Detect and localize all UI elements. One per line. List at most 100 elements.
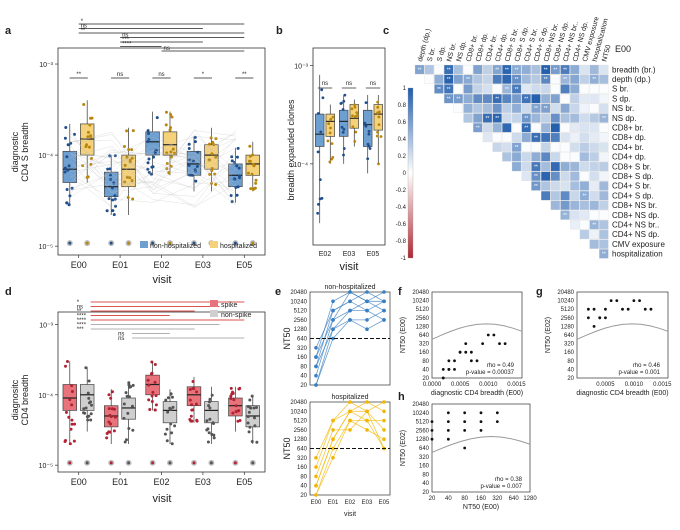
heatmap-cell [570, 84, 580, 94]
y-tick-label: 20 [300, 383, 307, 389]
data-point [254, 181, 258, 185]
heatmap-cell [579, 200, 590, 211]
heatmap-cell [570, 103, 580, 114]
data-point [105, 209, 109, 213]
colorbar-tick-label: 0.6 [398, 120, 407, 126]
scatter-point [638, 299, 641, 302]
heatmap-row-label: CD8+ S br. [612, 162, 651, 171]
data-point [165, 151, 169, 155]
y-tick-label: 20480 [412, 290, 429, 296]
heatmap-cell [511, 64, 522, 75]
box-non-spike-E00 [80, 384, 95, 411]
x-tick-label: 320 [492, 496, 503, 502]
zero-point [84, 240, 91, 247]
heatmap-cell [521, 132, 531, 143]
nt50-point [348, 299, 352, 304]
heatmap-row-label: hospitalization [612, 250, 663, 259]
heatmap-row-label: CD4+ dp. [612, 153, 646, 162]
heatmap-sig: ** [515, 87, 519, 93]
data-point [108, 413, 112, 417]
subplot-title: non-hospitalized [325, 284, 376, 291]
data-point [234, 404, 238, 408]
scatter-point [469, 350, 473, 354]
nt50-point [348, 400, 352, 404]
scatter-point [447, 359, 451, 363]
zero-point [108, 459, 115, 466]
nt50-point [365, 428, 369, 432]
y-tick-label: 10240 [412, 299, 429, 305]
y-tick-label: 5120 [416, 307, 430, 313]
heatmap-sig: ** [495, 67, 499, 73]
heatmap-cell [599, 84, 609, 94]
stat-rho: rho = 0.46 [633, 363, 661, 369]
data-point [90, 403, 94, 407]
scatter-point [643, 307, 647, 311]
pair-label: ns [158, 72, 164, 78]
heatmap-cell [560, 210, 570, 220]
zero-point [149, 240, 156, 247]
data-point [84, 406, 88, 410]
zero-point [66, 240, 73, 247]
significance-label: **** [77, 323, 87, 329]
data-point [367, 132, 371, 136]
x-tick-label: E03 [195, 477, 211, 487]
heatmap-cell [579, 84, 590, 94]
colorbar-tick-label: 0 [403, 171, 407, 177]
data-point [236, 146, 240, 150]
data-point [210, 393, 214, 397]
data-point [211, 421, 215, 425]
data-point [194, 402, 198, 406]
heatmap-sig: ** [447, 96, 451, 102]
scatter-point [453, 368, 456, 371]
data-point [208, 142, 212, 146]
data-point [109, 422, 113, 426]
data-point [111, 198, 115, 202]
y-tick-label: 2560 [294, 318, 308, 324]
heatmap-cell [589, 84, 599, 94]
heatmap-cell [521, 103, 531, 114]
y-tick-label: 10240 [412, 411, 429, 417]
heatmap-cell [570, 132, 580, 143]
heatmap-sig: ** [534, 135, 538, 141]
data-point [109, 396, 113, 400]
paired-line [70, 133, 237, 206]
data-point [329, 117, 333, 121]
heatmap-sig: ** [582, 193, 586, 199]
heatmap-cell [599, 103, 609, 114]
data-point [250, 440, 254, 444]
y-tick-label: 320 [564, 342, 575, 348]
y-tick-label: 640 [297, 337, 308, 343]
data-point [356, 114, 359, 117]
data-point [254, 178, 258, 182]
data-point [247, 430, 251, 434]
data-point [131, 383, 135, 387]
data-point [230, 155, 234, 159]
y-axis-label: NT50 (E02) [400, 430, 407, 466]
data-point [364, 101, 368, 105]
x-tick-label: 0.0005 [596, 382, 615, 388]
heatmap-cell [453, 74, 464, 84]
heatmap-cell [463, 84, 473, 94]
heatmap-cell [540, 161, 551, 172]
y-tick-label: 10240 [290, 299, 307, 305]
zero-point [167, 459, 173, 466]
data-point [87, 396, 91, 400]
scatter-point [615, 299, 619, 302]
data-point [364, 124, 368, 128]
nt50-point [314, 493, 318, 497]
y-tick-label: 80 [300, 364, 307, 370]
colorbar-tick-label: -1 [401, 256, 407, 262]
data-point [113, 194, 117, 198]
data-point [249, 187, 253, 191]
data-point [68, 194, 72, 198]
heatmap-row-label: CD8+ S dp. [612, 172, 654, 181]
paired-line [70, 134, 237, 188]
y-tick-label: 80 [422, 472, 429, 478]
panel-f-scatter: 20480102405120256012806403201608040200.0… [400, 290, 526, 397]
panel-label-c: c [383, 25, 389, 37]
data-point [64, 410, 68, 414]
data-point [131, 129, 135, 133]
y-axis-label: breadth expanded clones [286, 99, 296, 201]
significance-label: *** [122, 37, 130, 43]
y-tick-label: 10240 [557, 299, 574, 305]
